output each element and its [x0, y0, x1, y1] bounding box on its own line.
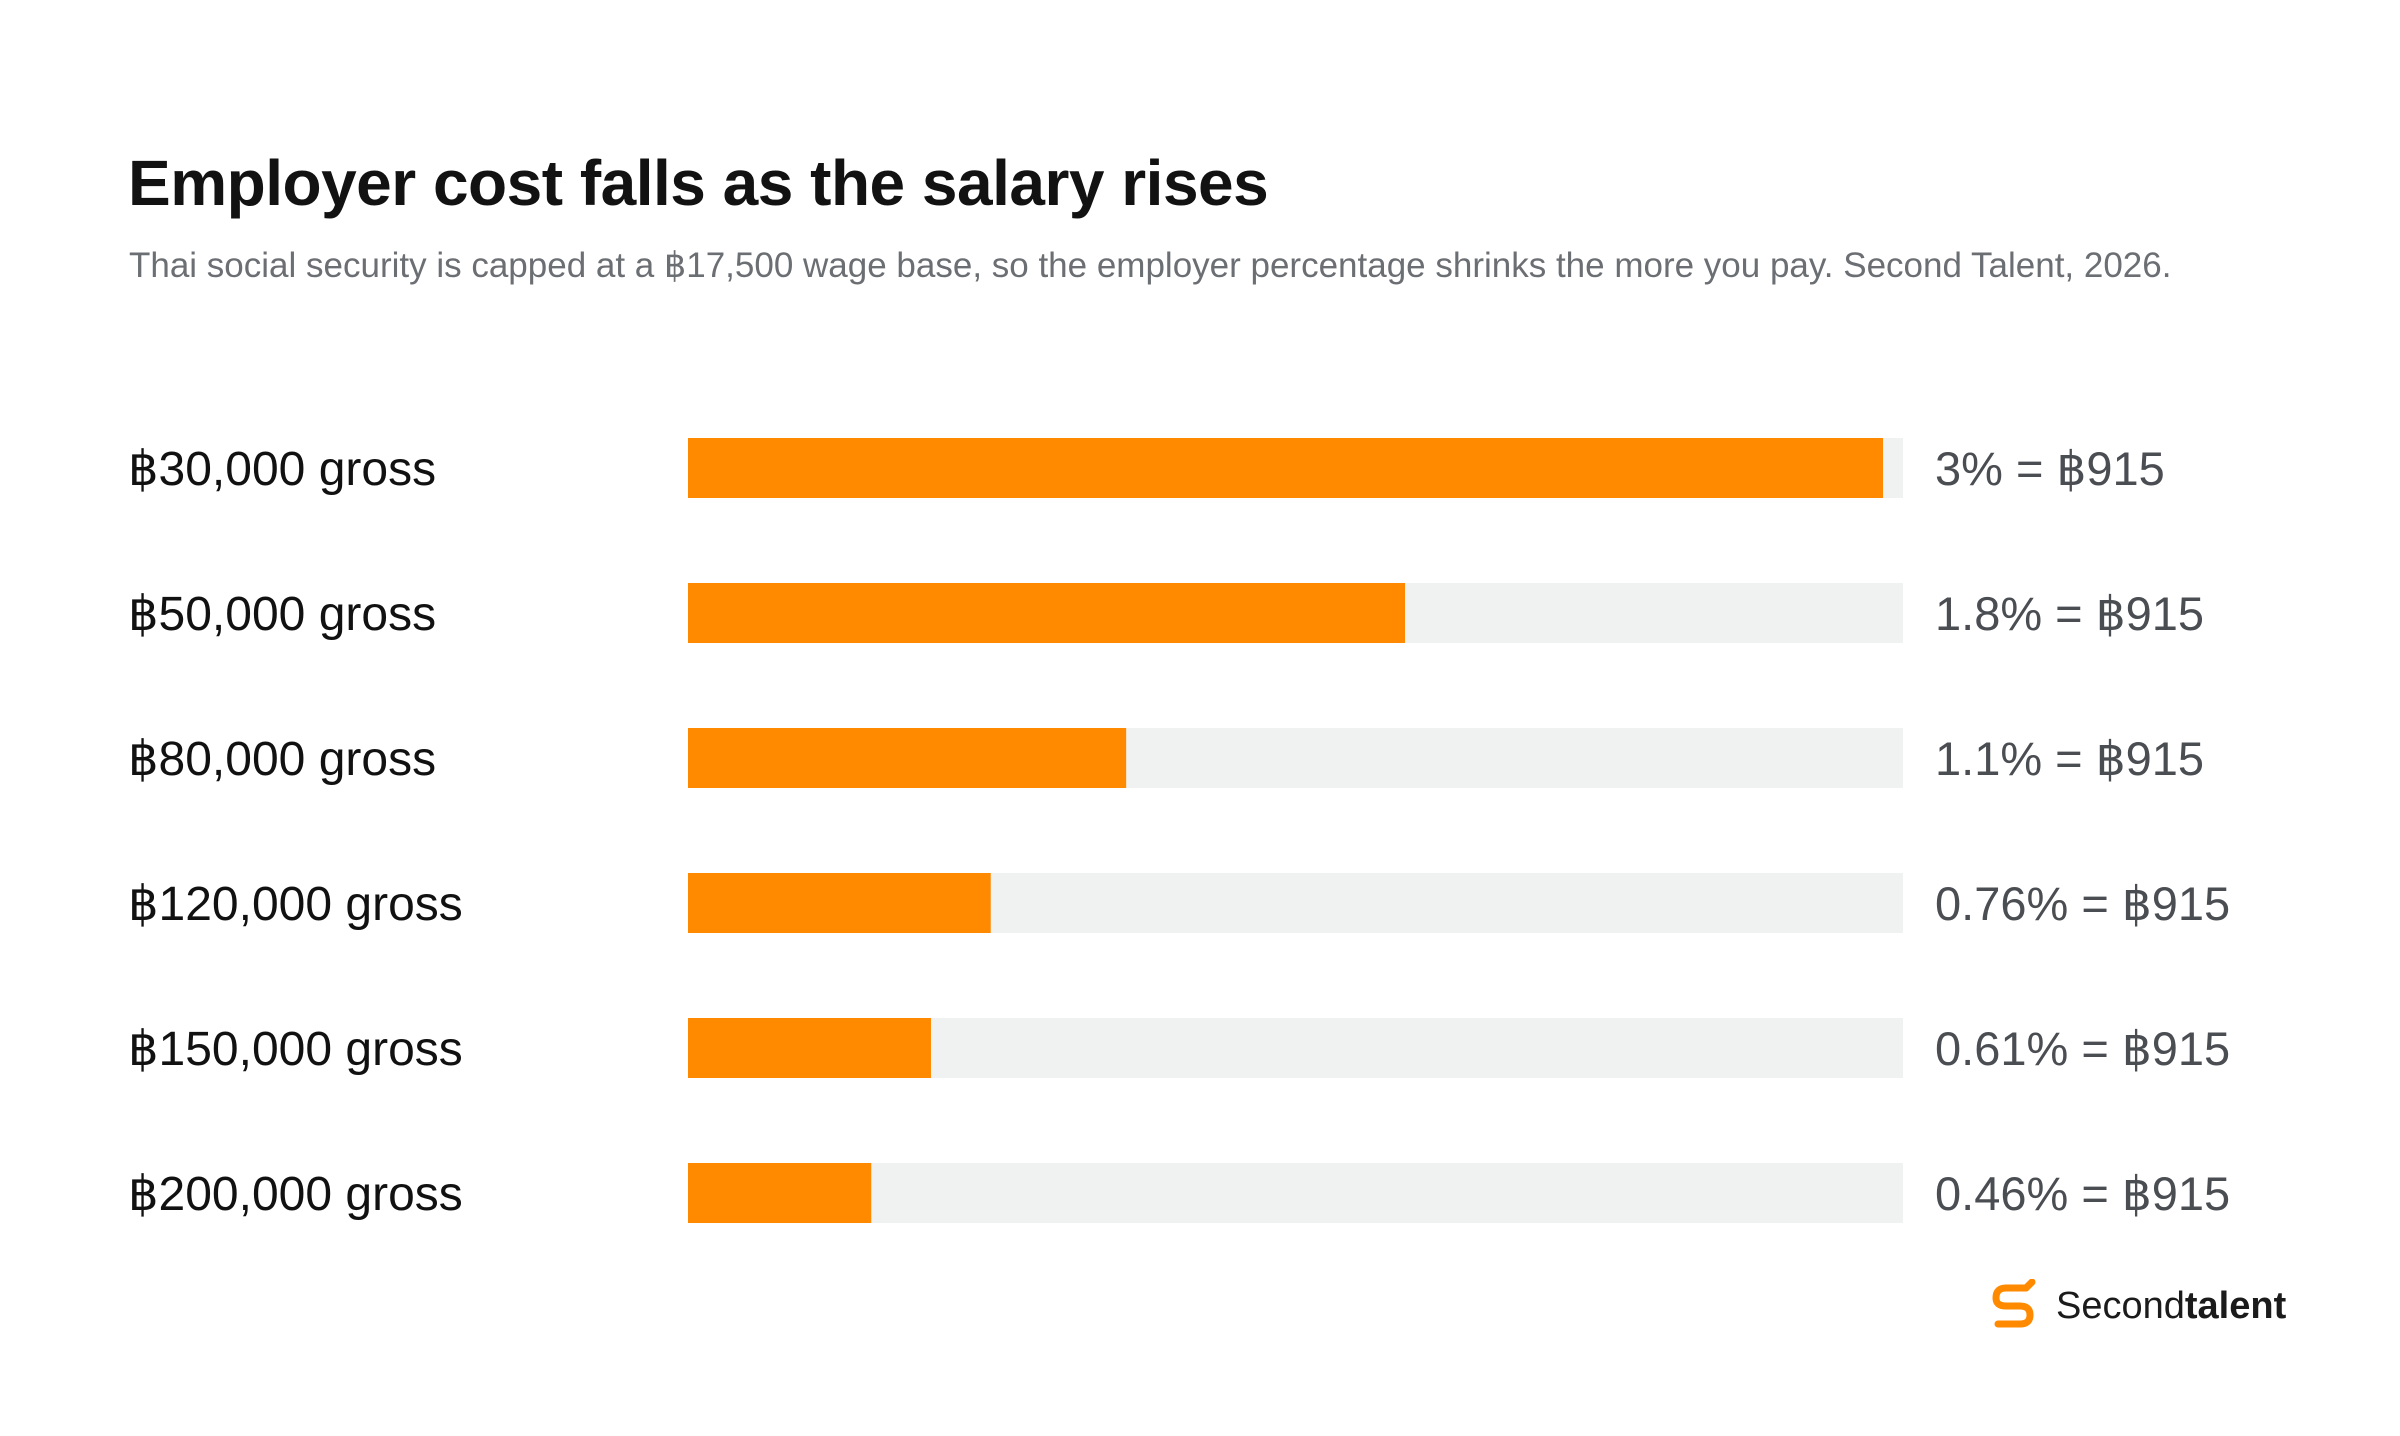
value-label: 1.1% = ฿915	[1935, 732, 2204, 785]
category-label: ฿150,000 gross	[128, 1023, 463, 1076]
bar	[688, 583, 1405, 643]
brand-name-bold: talent	[2184, 1284, 2287, 1327]
bar-track	[688, 1163, 1903, 1223]
bar	[688, 873, 991, 933]
category-label: ฿50,000 gross	[128, 588, 436, 641]
chart-title: Employer cost falls as the salary rises	[128, 147, 1269, 219]
brand-wordmark: Secondtalent	[2056, 1285, 2286, 1328]
value-label: 3% = ฿915	[1935, 442, 2165, 495]
brand-logo: Secondtalent	[1986, 1276, 2286, 1336]
bar	[688, 1163, 872, 1223]
value-label: 0.76% = ฿915	[1935, 877, 2230, 930]
chart-subtitle: Thai social security is capped at a ฿17,…	[129, 246, 2172, 285]
category-label: ฿80,000 gross	[128, 733, 436, 786]
brand-name-regular: Second	[2056, 1284, 2185, 1327]
value-label: 1.8% = ฿915	[1935, 587, 2204, 640]
value-label: 0.46% = ฿915	[1935, 1167, 2230, 1220]
category-label: ฿200,000 gross	[128, 1168, 463, 1221]
secondtalent-logo-icon	[1992, 1279, 2036, 1328]
bar	[688, 438, 1883, 498]
category-label: ฿120,000 gross	[128, 878, 463, 931]
category-label: ฿30,000 gross	[128, 443, 436, 496]
bar	[688, 728, 1127, 788]
bar	[688, 1018, 931, 1078]
value-label: 0.61% = ฿915	[1935, 1022, 2230, 1075]
